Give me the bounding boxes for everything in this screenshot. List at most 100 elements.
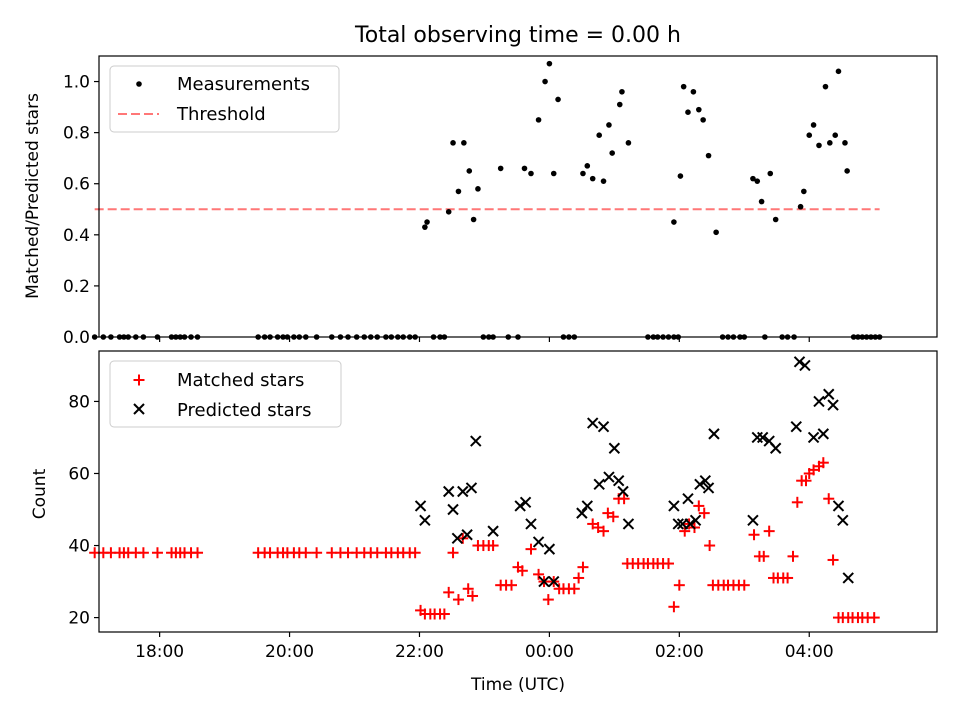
matched-star-point [447,547,459,559]
matched-star-point [311,547,323,559]
predicted-star-point [612,474,625,487]
bottom-y-axis-label: Count [30,468,50,519]
matched-star-point [738,579,750,591]
measurement-point [580,170,586,177]
predicted-star-point [790,420,802,433]
predicted-star-point [837,514,849,527]
predicted-star-point [817,428,830,440]
predicted-star-point [832,500,845,512]
measurement-point [685,109,691,115]
predicted-star-point [684,518,696,530]
measurement-point [475,186,481,192]
matched-star-point [817,457,829,469]
matched-star-point [827,554,839,566]
predicted-star-point [813,395,825,408]
measurement-point [584,163,591,169]
measurement-point [550,170,557,177]
predicted-star-point [769,442,782,454]
matched-star-point [568,583,580,595]
measurement-point [466,168,473,174]
matched-star-point [533,568,545,580]
matched-star-point [693,500,705,512]
measurement-point [445,209,452,215]
predicted-star-point [756,431,769,444]
matched-star-point [573,572,585,584]
predicted-star-point [807,431,820,444]
measurement-point [680,83,687,90]
matched-star-point [782,572,794,584]
predicted-star-point [447,503,459,516]
measurement-point [422,224,428,230]
predicted-star-point [708,428,720,440]
measurement-point [696,106,702,113]
measurement-point [750,175,756,182]
measurement-point [835,68,842,75]
top-legend-box [109,65,340,133]
bottom-axes-frame [98,350,938,633]
measurement-point [671,219,677,225]
matched-star-point [516,565,528,577]
measurement-point [470,216,477,223]
measurement-point [801,188,807,195]
predicted-star-point [702,482,715,494]
predicted-star-point [465,482,478,494]
y-tick-label: 0.2 [63,277,90,297]
matched-star-point [607,511,619,523]
predicted-star-point [747,514,759,527]
predicted-star-point [668,500,680,512]
matched-star-point [791,496,803,508]
measurement-point [450,140,456,146]
legend-measurements-label: Measurements [177,74,310,95]
predicted-star-point [799,359,811,372]
predicted-star-point [617,485,629,498]
predicted-star-point [694,478,706,491]
y-tick-label: 80 [68,392,90,412]
predicted-star-point [576,507,588,519]
predicted-star-point [608,442,621,454]
measurement-point [806,132,813,138]
matched-star-point [443,586,455,598]
x-tick-label: 00:00 [525,642,574,662]
matched-star-point [868,612,880,624]
top-legend: Measurements Threshold [109,65,340,133]
measurement-point [822,83,829,90]
measurement-point [461,140,467,146]
chart-title: Total observing time = 0.00 h [354,23,681,48]
measurement-point [842,140,848,146]
measurement-point [589,175,596,182]
matched-star-point [668,601,680,613]
measurement-point [844,168,850,174]
predicted-star-point [457,485,469,498]
predicted-stars-points [414,356,854,588]
top-panel: 0.0 0.2 0.4 0.6 0.8 1.0 Matched/Predicted sta… [23,55,938,348]
y-tick-label: 1.0 [63,73,90,93]
top-y-ticks: 0.0 0.2 0.4 0.6 0.8 1.0 [63,73,99,348]
matched-star-point [151,547,163,559]
measurement-point [455,188,462,195]
matched-star-point [704,540,716,552]
y-tick-label: 0.4 [63,226,90,246]
predicted-star-point [581,500,593,512]
measurement-point [497,165,504,172]
predicted-star-point [682,492,694,505]
predicted-star-point [532,536,545,548]
matched-star-point [748,529,760,541]
matched-star-point [487,540,499,552]
measurement-point [609,150,615,156]
measurement-point [772,216,779,223]
measurement-point [832,132,839,138]
bottom-x-ticks: 18:00 20:00 22:00 00:00 02:00 04:00 [135,632,834,662]
predicted-star-point [519,496,532,509]
measurement-point [677,173,684,179]
predicted-star-point [593,478,605,491]
legend-matched-marker [133,374,145,386]
predicted-star-point [842,572,854,584]
measurement-point [810,122,817,128]
measurement-point [767,170,774,177]
x-tick-label: 22:00 [395,642,444,662]
measurement-point [690,88,697,95]
legend-measurements-marker [136,81,142,87]
measurement-point [816,142,822,149]
predicted-star-point [414,500,427,512]
